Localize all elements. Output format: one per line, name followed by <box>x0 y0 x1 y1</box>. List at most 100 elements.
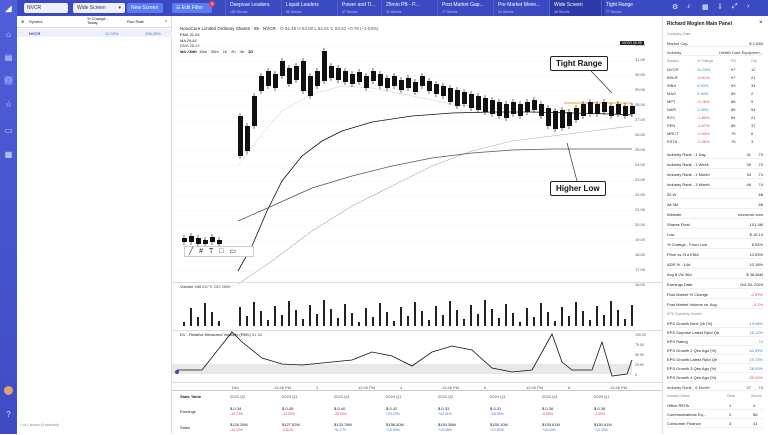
timeframe-5m[interactable]: 5m <box>189 49 196 54</box>
avatar[interactable] <box>4 386 13 395</box>
timeframe-1D[interactable]: 1D <box>248 49 254 54</box>
volume-bar <box>190 308 192 326</box>
ticker-row[interactable]: ESTA -0.36% 78 3 <box>667 138 763 146</box>
trendline-icon[interactable]: ╱ <box>189 248 194 255</box>
symbol-search-input[interactable]: NVCR <box>24 3 68 13</box>
timeframe-2h[interactable]: 2h <box>231 49 236 54</box>
candle <box>490 100 495 114</box>
ticker-row[interactable]: WBA 4.93% 93 34 <box>667 82 763 90</box>
ticker-cell: 2 <box>751 91 754 96</box>
volume-bar <box>183 322 185 326</box>
calendar-icon[interactable]: ▦ <box>4 150 13 159</box>
candle <box>350 74 355 84</box>
ticker-row[interactable]: MPT -0.78% 88 9 <box>667 98 763 106</box>
tab-25mio-pb[interactable]: 25mio PB - P... 31 Stocks <box>381 0 436 16</box>
bell-icon[interactable]: ♪ <box>687 3 691 10</box>
timeframe-30m[interactable]: 30m <box>210 49 219 54</box>
grid-icon[interactable]: ▦ <box>702 4 709 11</box>
close-icon[interactable]: × <box>759 20 763 26</box>
sales-value: $138.50M <box>386 422 404 427</box>
add-column-icon[interactable]: ⊕ <box>21 19 25 24</box>
chart-icon[interactable]: ⚇ <box>4 76 13 85</box>
chart-area[interactable]: NovoCure Limited Ordinary Shares · 65 · … <box>172 16 662 434</box>
home-icon[interactable]: ⌂ <box>6 30 11 39</box>
logo-icon[interactable]: ◢ <box>5 4 12 13</box>
timeframe-selector: 1m 5m 15m 30m 1h 2h 4h 1D <box>180 49 257 54</box>
sales-change: +16.40% <box>542 428 556 432</box>
ticker-cell: 34 <box>751 83 756 88</box>
text-icon[interactable]: T <box>209 248 214 255</box>
candle <box>616 104 621 114</box>
ticker-row[interactable]: MRCT -0.63% 79 6 <box>667 130 763 138</box>
y-tick: 29.00 <box>635 87 646 92</box>
y-tick: 25.00 <box>635 147 646 152</box>
folder-icon[interactable]: ▭ <box>4 126 13 135</box>
volume-bar <box>288 301 290 326</box>
y-tick: 17.00 <box>635 267 646 272</box>
timeframe-1m[interactable]: 1m <box>180 49 186 54</box>
tab-liquid-leaders[interactable]: Liquid Leaders 86 Stocks <box>281 0 336 16</box>
col-change[interactable]: % Change - Today <box>87 16 109 25</box>
ticker-row[interactable]: BYC -1.85% 84 21 <box>667 114 763 122</box>
screener-icon[interactable]: ▤ <box>4 53 13 62</box>
industry-row[interactable]: Office REITs 1 4 <box>667 402 763 410</box>
ticker-cell: 11.03% <box>697 67 711 72</box>
growth-row: EPS Rating 74 <box>667 338 763 346</box>
ticker-row[interactable]: PEN -2.67% 85 37 <box>667 122 763 130</box>
volume-bar <box>246 316 248 326</box>
ticker-row[interactable]: NVCR 11.03% 97 12 <box>667 66 763 74</box>
layout-select[interactable]: Wide Screen ▾ <box>73 3 125 13</box>
growth-row: EPS Growth 2 Qtrs Ago (%) 40.39% <box>667 347 763 355</box>
ticker-row[interactable]: NAPI 1.29% 85 54 <box>667 106 763 114</box>
row-symbol[interactable]: NVCR <box>29 31 41 36</box>
fullscreen-icon[interactable]: ⤢ <box>732 3 738 10</box>
tab-post-market-gap[interactable]: Post Market Gap... 77 Stocks <box>437 0 492 16</box>
col-symbol[interactable]: Symbol <box>29 19 43 24</box>
industry-cell: 56 <box>753 412 758 417</box>
rect-icon[interactable]: □ <box>219 248 224 255</box>
fib-icon[interactable]: # <box>199 248 204 255</box>
close-icon[interactable]: × <box>165 18 168 23</box>
help-icon[interactable]: ? <box>6 410 11 419</box>
annotation-tight-range[interactable]: Tight Range <box>550 56 609 71</box>
download-icon[interactable]: ⇩ <box>717 4 723 11</box>
ticker-row[interactable]: BHLR -6.51% 97 21 <box>667 74 763 82</box>
star-icon[interactable]: ☆ <box>4 100 13 109</box>
candle <box>539 104 544 116</box>
chevron-right-icon[interactable]: › <box>747 3 750 10</box>
edit-filter-button[interactable]: ☰ Edit Filter <box>172 3 212 13</box>
panel-title: Richard Moglen Main Panel <box>667 21 733 27</box>
tab-deepvue-leaders[interactable]: Deepvue Leaders 189 Stocks <box>225 0 280 16</box>
ticker-cell: 0.34% <box>697 91 709 96</box>
chart-title-line: NovoCure Limited Ordinary Shares · 65 · … <box>180 26 378 31</box>
industry-row[interactable]: Communications Eq... 2 56 <box>667 411 763 419</box>
tab-power-and-tight[interactable]: Power and Ti... 47 Stocks <box>337 0 392 16</box>
tab-label: 25mio PB - P... <box>386 2 419 8</box>
col-runrate[interactable]: Run Rate <box>127 19 144 24</box>
ticker-cell: BYC <box>667 115 676 120</box>
settings-icon[interactable]: ⚙ <box>672 4 679 11</box>
candle <box>182 238 187 242</box>
new-screen-label: New Screen <box>131 5 159 11</box>
ticker-row[interactable]: MAO 0.34% 89 2 <box>667 90 763 98</box>
price-chart-svg[interactable]: 32.0031.0030.0029.0028.0027.0026.0025.00… <box>172 16 662 396</box>
filter-badge: 3 <box>209 1 215 7</box>
volume-bar <box>610 301 612 326</box>
industry-row[interactable]: Consumer Finance 3 41 <box>667 420 763 428</box>
tab-wide-screen[interactable]: Wide Screen 48 Stocks <box>549 0 604 16</box>
timeframe-4h[interactable]: 4h <box>239 49 245 54</box>
table-row[interactable]: NVCR 11.03% 196.28% <box>17 29 172 37</box>
new-screen-button[interactable]: New Screen <box>127 3 163 13</box>
kv-extra: 73 <box>758 162 763 167</box>
annotation-higher-low[interactable]: Higher Low <box>550 181 606 196</box>
comment-icon[interactable]: ▭ <box>229 248 236 255</box>
y-tick: 30.00 <box>635 72 646 77</box>
timeframe-15m[interactable]: 15m <box>199 49 207 54</box>
kv-key: Post Market Volume vs. Avg <box>667 302 717 307</box>
ticker-cell: 9 <box>751 99 754 104</box>
timeframe-1h[interactable]: 1h <box>222 49 228 54</box>
tab-pre-market-movers[interactable]: Pre Market Move... 34 Stocks <box>493 0 548 16</box>
tab-tight-range[interactable]: Tight Range 77 Stocks <box>601 0 656 16</box>
quarter-header: 2024 Q4 <box>542 394 558 399</box>
kv-value: 39 <box>746 162 751 167</box>
